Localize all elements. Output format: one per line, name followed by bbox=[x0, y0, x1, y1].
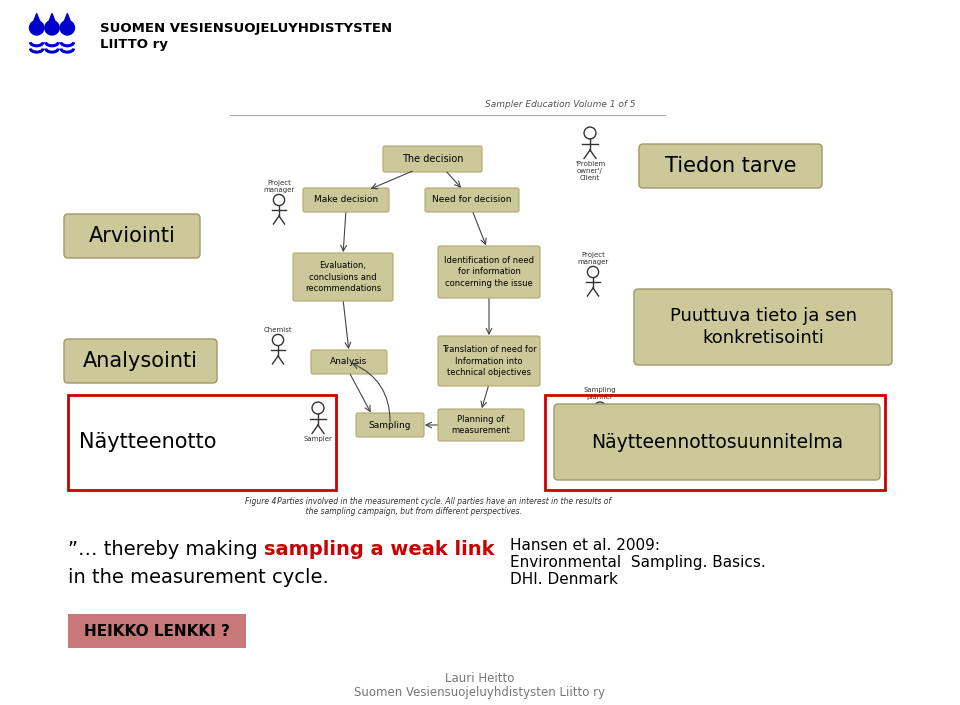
Circle shape bbox=[60, 20, 75, 35]
Text: Evaluation,
conclusions and
recommendations: Evaluation, conclusions and recommendati… bbox=[305, 262, 381, 293]
FancyBboxPatch shape bbox=[311, 350, 387, 374]
Text: Sampler Education Volume 1 of 5: Sampler Education Volume 1 of 5 bbox=[485, 100, 636, 109]
Polygon shape bbox=[47, 13, 58, 27]
Text: in the measurement cycle.: in the measurement cycle. bbox=[68, 568, 328, 587]
Text: Identification of need
for information
concerning the issue: Identification of need for information c… bbox=[444, 257, 534, 288]
Text: Project
manager: Project manager bbox=[263, 180, 295, 192]
FancyBboxPatch shape bbox=[438, 336, 540, 386]
Text: Figure 4: Figure 4 bbox=[245, 497, 276, 506]
Text: LIITTO ry: LIITTO ry bbox=[100, 38, 168, 51]
Text: Sampler: Sampler bbox=[303, 436, 332, 442]
Text: HEIKKO LENKKI ?: HEIKKO LENKKI ? bbox=[84, 623, 230, 639]
Circle shape bbox=[45, 20, 60, 35]
FancyBboxPatch shape bbox=[383, 146, 482, 172]
Text: sampling a weak link: sampling a weak link bbox=[264, 540, 494, 559]
Text: The decision: The decision bbox=[401, 154, 464, 164]
Polygon shape bbox=[61, 13, 73, 27]
Text: Parties involved in the measurement cycle. All parties have an interest in the r: Parties involved in the measurement cycl… bbox=[270, 497, 611, 516]
Text: DHI. Denmark: DHI. Denmark bbox=[510, 572, 618, 587]
Text: 'Problem
owner'/
Client: 'Problem owner'/ Client bbox=[575, 161, 605, 181]
Text: Analysis: Analysis bbox=[330, 357, 368, 367]
FancyBboxPatch shape bbox=[425, 188, 519, 212]
FancyBboxPatch shape bbox=[634, 289, 892, 365]
Text: Suomen Vesiensuojeluyhdistysten Liitto ry: Suomen Vesiensuojeluyhdistysten Liitto r… bbox=[354, 686, 606, 699]
Text: Project
manager: Project manager bbox=[577, 252, 609, 265]
Text: Need for decision: Need for decision bbox=[432, 195, 512, 204]
FancyBboxPatch shape bbox=[639, 144, 822, 188]
Text: Translation of need for
Information into
technical objectives: Translation of need for Information into… bbox=[442, 345, 537, 376]
Text: Lauri Heitto: Lauri Heitto bbox=[445, 672, 515, 685]
Text: Make decision: Make decision bbox=[314, 195, 378, 204]
FancyBboxPatch shape bbox=[356, 413, 424, 437]
Text: ”… thereby making: ”… thereby making bbox=[68, 540, 264, 559]
FancyBboxPatch shape bbox=[293, 253, 393, 301]
Circle shape bbox=[30, 20, 44, 35]
Text: Näytteennottosuunnitelma: Näytteennottosuunnitelma bbox=[591, 432, 843, 451]
Text: Environmental  Sampling. Basics.: Environmental Sampling. Basics. bbox=[510, 555, 766, 570]
Text: Hansen et al. 2009:: Hansen et al. 2009: bbox=[510, 538, 660, 553]
FancyBboxPatch shape bbox=[303, 188, 389, 212]
FancyBboxPatch shape bbox=[68, 614, 246, 648]
Text: Sampling: Sampling bbox=[369, 420, 411, 429]
Polygon shape bbox=[32, 13, 42, 27]
FancyBboxPatch shape bbox=[64, 214, 200, 258]
Text: Puuttuva tieto ja sen
konkretisointi: Puuttuva tieto ja sen konkretisointi bbox=[669, 307, 856, 347]
Text: Arviointi: Arviointi bbox=[88, 226, 176, 246]
FancyBboxPatch shape bbox=[64, 339, 217, 383]
Text: Näytteenotto: Näytteenotto bbox=[80, 432, 217, 452]
FancyBboxPatch shape bbox=[438, 246, 540, 298]
Text: Chemist: Chemist bbox=[264, 327, 292, 333]
Text: Analysointi: Analysointi bbox=[83, 351, 198, 371]
FancyBboxPatch shape bbox=[438, 409, 524, 441]
Text: Planning of
measurement: Planning of measurement bbox=[451, 415, 511, 435]
FancyBboxPatch shape bbox=[554, 404, 880, 480]
Text: Sampling
planner: Sampling planner bbox=[584, 387, 616, 400]
Text: SUOMEN VESIENSUOJELUYHDISTYSTEN: SUOMEN VESIENSUOJELUYHDISTYSTEN bbox=[100, 22, 392, 35]
Text: Tiedon tarve: Tiedon tarve bbox=[664, 156, 796, 176]
